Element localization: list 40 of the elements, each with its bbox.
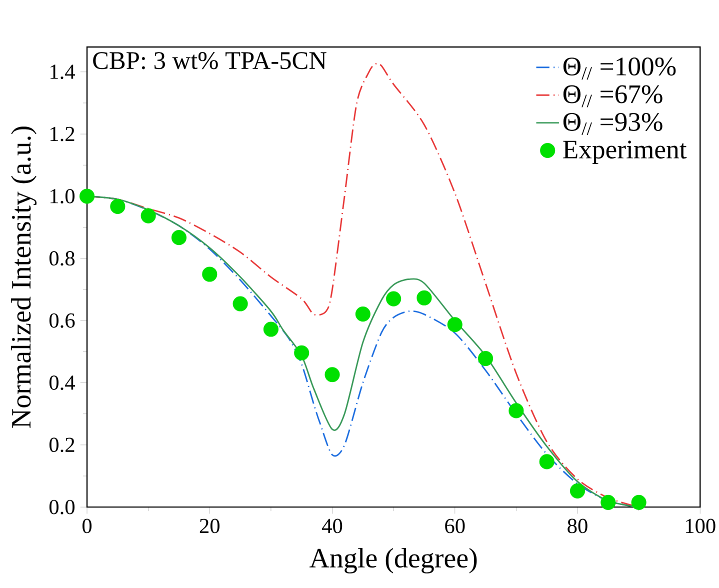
x-tick-label: 0 — [82, 518, 92, 534]
point — [232, 296, 248, 312]
point — [294, 345, 310, 360]
point — [539, 454, 554, 470]
point — [416, 290, 432, 306]
point — [263, 322, 278, 337]
y-tick-label: 0.6 — [49, 313, 75, 328]
point — [355, 306, 370, 322]
y-tick-label: 1.0 — [50, 188, 75, 204]
point — [202, 266, 218, 282]
y-tick-label: 0.0 — [49, 500, 75, 514]
y-tick-label: 0.2 — [49, 438, 74, 452]
legend-label: Θ$_{//}$ =100% — [563, 57, 676, 80]
x-tick-label: 80 — [568, 518, 588, 534]
y-tick-label: 0.8 — [49, 251, 75, 266]
point — [478, 350, 494, 366]
point — [631, 494, 646, 510]
point — [140, 208, 156, 224]
legend-label: Experiment — [563, 140, 687, 164]
legend-label: Θ$_{//}$ =93% — [563, 112, 662, 135]
y-tick-label: 1.2 — [50, 126, 74, 142]
point — [324, 367, 340, 382]
point — [79, 188, 95, 204]
x-tick-label: 20 — [200, 518, 220, 534]
y-tick-label: 1.4 — [50, 64, 75, 80]
point — [171, 230, 187, 246]
point — [110, 198, 126, 214]
y-axis-title: Normalized Intensity (a.u.) — [11, 126, 37, 428]
point — [600, 494, 616, 510]
point — [447, 317, 462, 332]
x-axis-title: Angle (degree) — [309, 548, 477, 574]
point — [570, 483, 586, 498]
x-tick-label: 40 — [322, 518, 342, 534]
legend-label: Θ$_{//}$ =67% — [563, 85, 662, 108]
annotation: CBP: 3 wt% TPA-5CN — [93, 52, 326, 70]
point — [508, 403, 524, 418]
x-tick-label: 60 — [445, 518, 465, 534]
x-tick-label: 100 — [686, 518, 716, 534]
y-tick-label: 0.4 — [49, 375, 75, 390]
point — [386, 291, 402, 306]
